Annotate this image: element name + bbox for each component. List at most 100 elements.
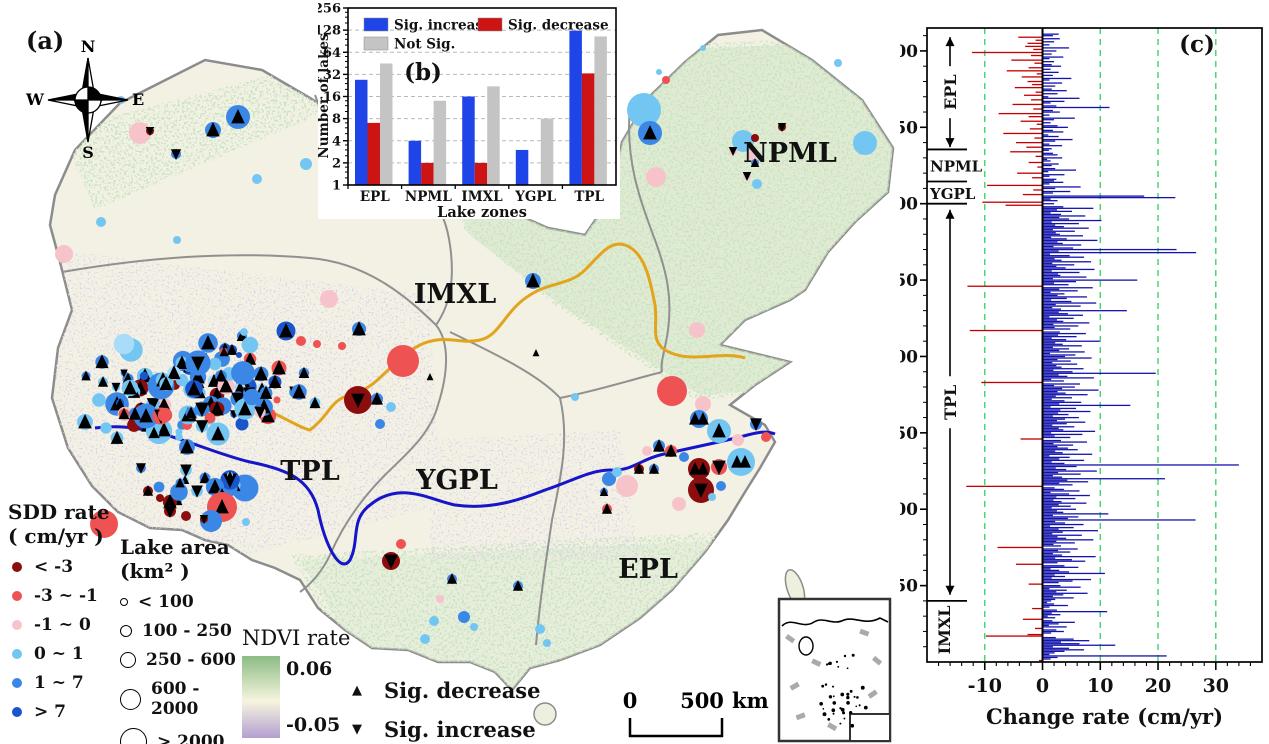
inset-dot — [824, 683, 828, 686]
bar-positive — [1042, 198, 1051, 200]
bar-positive — [1042, 100, 1065, 103]
bar-positive — [1042, 435, 1055, 437]
bar-negative — [985, 635, 1043, 637]
bar-negative — [1022, 193, 1043, 196]
bar-positive — [1042, 406, 1051, 408]
yellow-river — [261, 242, 746, 432]
bar-positive — [1042, 114, 1050, 116]
bar-positive — [1042, 355, 1066, 358]
lake-dot — [208, 357, 222, 371]
bar-positive — [1042, 595, 1053, 598]
sig-decrease-marker — [750, 158, 760, 167]
lake-dot — [231, 361, 255, 385]
bar-negative — [1027, 80, 1043, 83]
sig-decrease-marker — [185, 406, 197, 419]
bar-positive — [1042, 526, 1074, 529]
bar-positive — [1042, 444, 1074, 446]
inset-dot — [846, 701, 850, 705]
bar-positive — [1042, 206, 1064, 208]
bar-positive — [1042, 44, 1050, 46]
area-legend-item: > 2000 — [120, 728, 248, 744]
lake-dot — [672, 497, 686, 511]
bar-positive — [1042, 262, 1053, 264]
area-ring-2 — [120, 652, 136, 668]
inset-dot — [860, 685, 865, 690]
y-tick-label: 256 — [318, 2, 341, 17]
legend-label: Sig. increase — [394, 18, 492, 34]
bar-positive — [1042, 358, 1058, 361]
bar-positive — [1042, 251, 1197, 254]
bar-negative — [1027, 42, 1043, 44]
bar-positive — [1042, 395, 1056, 397]
inset-dot — [821, 684, 825, 688]
panel-a-label: (a) — [26, 26, 65, 55]
sdd-dot-1 — [12, 591, 22, 601]
lake-dot — [90, 510, 118, 538]
inset-dot — [828, 661, 832, 666]
map-zone-label: NPML — [743, 138, 837, 169]
bar-positive — [1042, 539, 1094, 541]
bar-sig-decrease — [581, 73, 595, 185]
sdd-legend-item: -3 ~ -1 — [8, 586, 120, 606]
inset-dot — [849, 689, 853, 693]
lake-dot — [113, 333, 135, 355]
bar-negative — [1035, 155, 1043, 158]
bar-positive — [1042, 372, 1156, 374]
sig-decrease-marker — [167, 365, 181, 380]
lake-dot — [100, 422, 112, 434]
sig-decrease-row: ▲ Sig. decrease — [352, 678, 541, 703]
bar-negative — [1033, 108, 1043, 110]
sig-increase-marker — [223, 473, 237, 488]
bar-positive — [1042, 56, 1064, 58]
bar-positive — [1042, 523, 1084, 526]
bar-positive — [1042, 268, 1095, 271]
lake-dot — [695, 396, 711, 412]
bar-positive — [1042, 487, 1055, 489]
bar-sig-increase — [355, 79, 368, 185]
sig-decrease-marker — [81, 370, 91, 381]
bar-positive — [1042, 334, 1059, 336]
bar-not-sig- — [540, 118, 554, 185]
sig-decrease-marker — [199, 471, 211, 484]
y-tick-label: 150 — [900, 424, 918, 444]
legend-label: Not Sig. — [394, 37, 455, 53]
lake-dot — [157, 407, 173, 423]
lake-dot — [627, 93, 661, 127]
arrowhead — [945, 37, 955, 47]
bar-positive — [1042, 368, 1084, 370]
bar-positive — [1042, 377, 1094, 379]
inset-island-dots — [819, 653, 868, 728]
sig-increase-marker — [384, 554, 398, 569]
bar-positive — [1042, 109, 1053, 112]
bar-positive — [1042, 235, 1083, 237]
lake-dot — [716, 481, 726, 491]
bar-positive — [1042, 504, 1059, 506]
bar-positive — [1042, 482, 1060, 484]
bar-positive — [1042, 352, 1051, 355]
bar-positive — [1042, 178, 1057, 180]
area-legend-item: 250 - 600 — [120, 650, 248, 670]
inset-dot — [842, 711, 846, 715]
y-tick-label: 128 — [318, 24, 341, 39]
bar-positive — [1042, 604, 1068, 607]
bar-positive — [1042, 510, 1057, 512]
inset-dot — [846, 695, 850, 700]
bar-positive — [1042, 614, 1061, 616]
bar-positive — [1042, 421, 1086, 423]
bar-positive — [1042, 442, 1054, 445]
inset-dot — [853, 695, 856, 698]
bar-positive — [1042, 620, 1053, 622]
zone-label: NPML — [930, 157, 983, 175]
y-axis-title: Number of lakes — [318, 33, 332, 159]
sig-decrease-marker — [268, 374, 282, 388]
bar-positive — [1042, 488, 1064, 491]
sig-decrease-marker — [532, 349, 540, 357]
bar-positive — [1042, 630, 1064, 633]
bar-positive — [1042, 203, 1055, 205]
scale-bar-value: 500 — [680, 688, 724, 713]
sig-increase-marker — [351, 393, 365, 408]
x-tick-label: TPL — [574, 189, 604, 205]
bar-sig-increase — [462, 96, 475, 185]
bar-positive — [1042, 533, 1053, 535]
bar-positive — [1042, 125, 1058, 127]
